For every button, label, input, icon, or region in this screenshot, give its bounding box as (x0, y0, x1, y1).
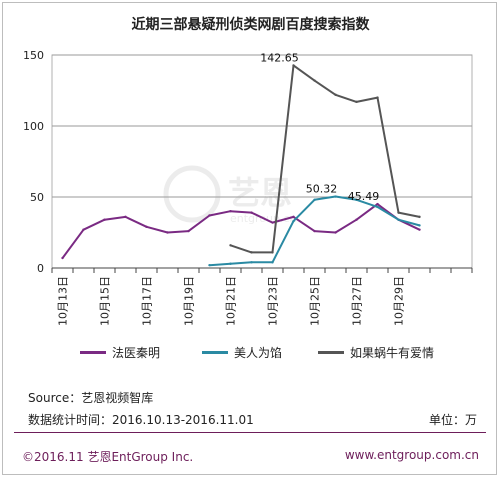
series-2-point (229, 262, 232, 265)
watermark-logo: 艺恩 entgroup.cn (163, 165, 297, 225)
watermark-circle-icon (163, 165, 221, 223)
series-1-point (334, 231, 337, 234)
series-2-point (208, 263, 211, 267)
series-1-point (376, 202, 379, 206)
data-label: 142.65 (260, 51, 299, 64)
series-1-point (313, 229, 316, 233)
legend-swatch-series-2 (202, 351, 228, 354)
x-tick-label: 10月13日 (57, 276, 70, 326)
x-tick-label: 10月25日 (309, 276, 322, 326)
series-2-point (355, 198, 358, 202)
series-1-point (61, 256, 64, 260)
y-tick-label: 100 (23, 120, 44, 133)
series-2-point (271, 261, 274, 264)
series-1-point (82, 228, 85, 231)
x-tick-label: 10月19日 (183, 276, 196, 326)
chart-title: 近期三部悬疑刑侦类网剧百度搜索指数 (131, 17, 370, 33)
x-tick-label: 10月27日 (351, 276, 364, 326)
legend-label-series-3: 如果蜗牛有爱情 (350, 346, 435, 360)
data-label: 45.49 (348, 190, 380, 203)
x-tick-label: 10月29日 (393, 276, 406, 326)
legend-label-series-2: 美人为馅 (234, 346, 283, 360)
x-tick-label: 10月17日 (141, 276, 154, 326)
copyright-text: ©2016.11 艺恩EntGroup Inc. (22, 450, 194, 464)
series-1-point (418, 228, 421, 231)
series-3-point (397, 211, 400, 214)
y-tick-label: 150 (23, 49, 44, 62)
series-2-point (334, 195, 337, 198)
footer-divider (14, 432, 486, 433)
legend-swatch-series-3 (318, 351, 344, 354)
series-3-point (355, 100, 358, 104)
series-3-point (292, 64, 295, 67)
legend-swatch-series-1 (80, 351, 106, 354)
series-1-point (187, 229, 190, 233)
series-2-point (313, 198, 316, 202)
x-tick-label: 10月23日 (267, 276, 280, 326)
series-2-point (292, 219, 295, 223)
series-1-point (271, 221, 274, 224)
series-1-point (124, 215, 127, 219)
series-3-point (376, 96, 379, 99)
series-3-point (271, 251, 274, 254)
series-1-point (103, 218, 106, 221)
legend-item-series-1: 法医秦明 (80, 344, 160, 361)
series-1-point (208, 214, 211, 217)
series-2-point (397, 218, 400, 221)
y-tick-label: 0 (37, 262, 44, 275)
series-1-point (145, 225, 148, 229)
legend-label-series-1: 法医秦明 (112, 346, 161, 360)
series-3-point (418, 215, 421, 219)
series-line-3 (230, 64, 420, 254)
series-1-point (166, 231, 169, 234)
series-1-point (250, 211, 253, 214)
data-label: 50.32 (306, 183, 338, 196)
source-note: Source：艺恩视频智库 (28, 391, 154, 405)
series-2-point (418, 224, 421, 227)
series-3-point (250, 251, 253, 254)
x-tick-label: 10月21日 (225, 276, 238, 326)
legend-item-series-2: 美人为馅 (202, 344, 282, 361)
data-period: 数据统计时间：2016.10.13-2016.11.01 (28, 413, 254, 427)
series-3-point (229, 244, 232, 247)
legend-item-series-3: 如果蜗牛有爱情 (318, 344, 434, 361)
series-1-point (229, 210, 232, 213)
chart-frame (2, 2, 497, 475)
series-2-point (376, 205, 379, 209)
series-2-point (250, 261, 253, 264)
series-3-point (334, 93, 337, 96)
series-1-point (355, 218, 358, 221)
series-3-point (313, 79, 316, 82)
series-1-point (292, 215, 295, 219)
website-link[interactable]: www.entgroup.com.cn (344, 448, 479, 462)
plot-area (51, 54, 473, 269)
x-tick-label: 10月15日 (99, 276, 112, 326)
series-line-1 (61, 203, 420, 259)
unit-label: 单位：万 (428, 413, 477, 427)
y-tick-label: 50 (30, 191, 44, 204)
